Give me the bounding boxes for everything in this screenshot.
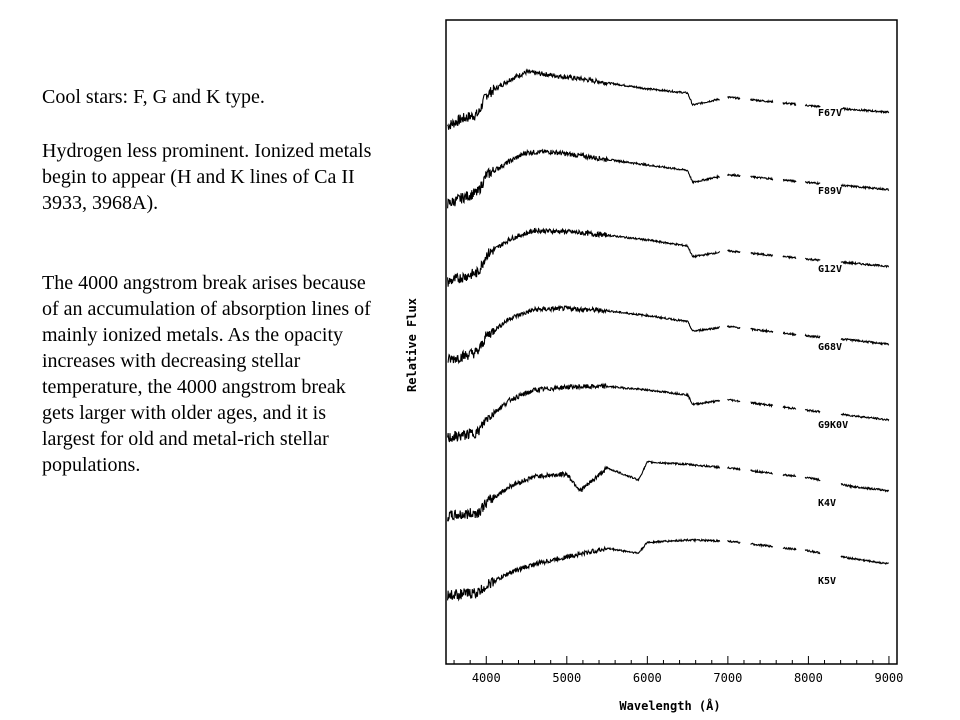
x-tick-label: 7000	[713, 671, 742, 685]
spectrum-line-f67v	[447, 68, 890, 130]
spectrum-line-g68v	[447, 304, 890, 365]
spectrum-line-k5v	[447, 538, 889, 602]
y-axis-label: Relative Flux	[405, 298, 419, 392]
x-tick-label: 9000	[874, 671, 903, 685]
series-label-g68v: G68V	[818, 342, 842, 353]
paragraph-4000-break: The 4000 angstrom break arises because o…	[42, 272, 371, 476]
plot-frame	[445, 19, 898, 665]
x-axis-label: Wavelength (Å)	[619, 698, 720, 713]
series-label-k4v: K4V	[818, 498, 836, 509]
series-label-f89v: F89V	[818, 186, 842, 197]
description-text: Cool stars: F, G and K type. Hydrogen le…	[42, 84, 372, 478]
x-tick-label: 5000	[552, 671, 581, 685]
series-label-g12v: G12V	[818, 264, 842, 275]
x-tick-label: 6000	[633, 671, 662, 685]
x-tick-label: 8000	[794, 671, 823, 685]
series-label-g9k0v: G9K0V	[818, 420, 848, 431]
series-label-k5v: K5V	[818, 576, 836, 587]
spectrum-line-k4v	[447, 460, 890, 522]
paragraph-hydrogen: Hydrogen less prominent. Ionized metals …	[42, 140, 372, 214]
spectrum-line-g9k0v	[447, 382, 890, 443]
spectra-series	[447, 68, 890, 602]
heading: Cool stars: F, G and K type.	[42, 86, 265, 108]
spectrum-line-g12v	[447, 227, 890, 287]
series-labels: F67V F89V G12V G68V G9K0V K4V K5V	[818, 108, 848, 587]
x-tick-label: 4000	[472, 671, 501, 685]
spectrum-line-f89v	[447, 148, 890, 209]
series-label-f67v: F67V	[818, 108, 842, 119]
x-axis-ticks: 4000 5000 6000 7000 8000 9000	[453, 656, 903, 685]
